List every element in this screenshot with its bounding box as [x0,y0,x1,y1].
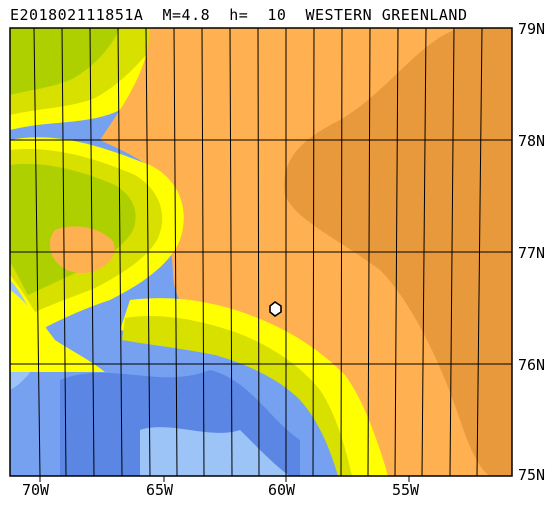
shelf-layer-south [140,427,290,476]
ellesmere-hill [10,28,120,95]
epicenter-marker [269,301,282,317]
latitude-gridlines [10,139,512,365]
lat-label-75n: 75N [518,466,546,484]
lat-label-79n: 79N [518,20,546,38]
lon-label-55w: 55W [392,481,420,499]
lat-label-78n: 78N [518,132,546,150]
greenland-coast-lowland [122,315,352,476]
lon-label-60w: 60W [268,481,296,499]
lon-label-70w: 70W [22,481,50,499]
island-ice [49,226,115,274]
map-frame [9,27,513,477]
greenland-coast-yellow [120,298,388,476]
longitude-gridlines [33,27,483,477]
west-coast-yellow [10,290,105,372]
bottom-ticks [39,476,410,482]
lat-label-77n: 77N [518,244,546,262]
lon-label-65w: 65W [146,481,174,499]
map-title: E201802111851A M=4.8 h= 10 WESTERN GREEN… [10,6,468,24]
lat-label-76n: 76N [518,356,546,374]
